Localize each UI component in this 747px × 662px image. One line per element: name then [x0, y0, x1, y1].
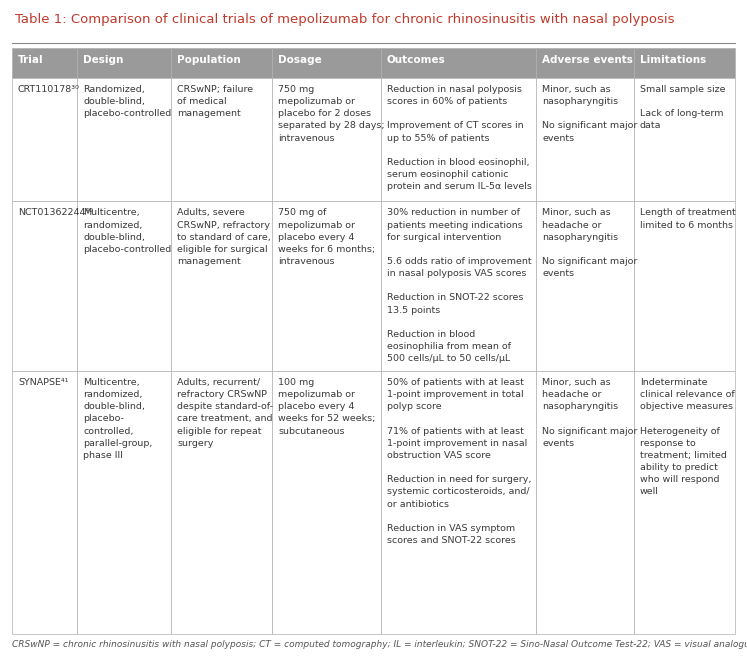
- Bar: [272, 371, 381, 634]
- Bar: [12, 78, 77, 201]
- Text: CRSwNP = chronic rhinosinusitis with nasal polyposis; CT = computed tomography; : CRSwNP = chronic rhinosinusitis with nas…: [12, 640, 747, 649]
- Text: 750 mg
mepolizumab or
placebo for 2 doses
separated by 28 days;
intravenous: 750 mg mepolizumab or placebo for 2 dose…: [279, 85, 385, 142]
- Bar: [536, 48, 633, 78]
- Text: SYNAPSE⁴¹: SYNAPSE⁴¹: [18, 378, 69, 387]
- Bar: [171, 201, 272, 371]
- Text: Multicentre,
randomized,
double-blind,
placebo-controlled: Multicentre, randomized, double-blind, p…: [83, 209, 171, 254]
- Bar: [171, 78, 272, 201]
- Bar: [171, 48, 272, 78]
- Bar: [12, 201, 77, 371]
- Text: Limitations: Limitations: [639, 55, 706, 65]
- Bar: [633, 371, 735, 634]
- Bar: [12, 371, 77, 634]
- Text: Adverse events: Adverse events: [542, 55, 633, 65]
- Bar: [536, 78, 633, 201]
- Bar: [381, 48, 536, 78]
- Bar: [272, 78, 381, 201]
- Bar: [536, 201, 633, 371]
- Bar: [633, 78, 735, 201]
- Text: Minor, such as
headache or
nasopharyngitis

No significant major
events: Minor, such as headache or nasopharyngit…: [542, 209, 637, 278]
- Text: Table 1: Comparison of clinical trials of mepolizumab for chronic rhinosinusitis: Table 1: Comparison of clinical trials o…: [15, 13, 675, 26]
- Bar: [171, 371, 272, 634]
- Text: Trial: Trial: [18, 55, 43, 65]
- Text: Multicentre,
randomized,
double-blind,
placebo-
controlled,
parallel-group,
phas: Multicentre, randomized, double-blind, p…: [83, 378, 152, 460]
- Bar: [536, 371, 633, 634]
- Bar: [633, 48, 735, 78]
- Bar: [381, 201, 536, 371]
- Text: CRSwNP; failure
of medical
management: CRSwNP; failure of medical management: [177, 85, 253, 118]
- Bar: [12, 48, 77, 78]
- Text: 750 mg of
mepolizumab or
placebo every 4
weeks for 6 months;
intravenous: 750 mg of mepolizumab or placebo every 4…: [279, 209, 376, 266]
- Text: Indeterminate
clinical relevance of
objective measures

Heterogeneity of
respons: Indeterminate clinical relevance of obje…: [639, 378, 734, 496]
- Text: Reduction in nasal polyposis
scores in 60% of patients

Improvement of CT scores: Reduction in nasal polyposis scores in 6…: [387, 85, 532, 191]
- Text: Minor, such as
headache or
nasopharyngitis

No significant major
events: Minor, such as headache or nasopharyngit…: [542, 378, 637, 448]
- Text: Length of treatment
limited to 6 months: Length of treatment limited to 6 months: [639, 209, 736, 230]
- Bar: [77, 201, 171, 371]
- Text: Adults, recurrent/
refractory CRSwNP
despite standard-of-
care treatment, and
el: Adults, recurrent/ refractory CRSwNP des…: [177, 378, 273, 448]
- Text: CRT110178³⁰: CRT110178³⁰: [18, 85, 80, 94]
- Bar: [77, 78, 171, 201]
- Text: 50% of patients with at least
1-point improvement in total
polyp score

71% of p: 50% of patients with at least 1-point im…: [387, 378, 531, 545]
- Bar: [272, 48, 381, 78]
- Text: Dosage: Dosage: [279, 55, 322, 65]
- Text: Randomized,
double-blind,
placebo-controlled: Randomized, double-blind, placebo-contro…: [83, 85, 171, 118]
- Bar: [381, 371, 536, 634]
- Text: Adults, severe
CRSwNP, refractory
to standard of care,
eligible for surgical
man: Adults, severe CRSwNP, refractory to sta…: [177, 209, 271, 266]
- Text: Minor, such as
nasopharyngitis

No significant major
events: Minor, such as nasopharyngitis No signif…: [542, 85, 637, 142]
- Bar: [77, 371, 171, 634]
- Text: Design: Design: [83, 55, 123, 65]
- Text: Small sample size

Lack of long-term
data: Small sample size Lack of long-term data: [639, 85, 725, 130]
- Bar: [633, 201, 735, 371]
- Bar: [77, 48, 171, 78]
- Text: Population: Population: [177, 55, 241, 65]
- Text: Outcomes: Outcomes: [387, 55, 445, 65]
- Bar: [381, 78, 536, 201]
- Text: 30% reduction in number of
patients meeting indications
for surgical interventio: 30% reduction in number of patients meet…: [387, 209, 531, 363]
- Bar: [272, 201, 381, 371]
- Text: 100 mg
mepolizumab or
placebo every 4
weeks for 52 weeks;
subcutaneous: 100 mg mepolizumab or placebo every 4 we…: [279, 378, 376, 436]
- Text: NCT01362244⁴⁰: NCT01362244⁴⁰: [18, 209, 93, 217]
